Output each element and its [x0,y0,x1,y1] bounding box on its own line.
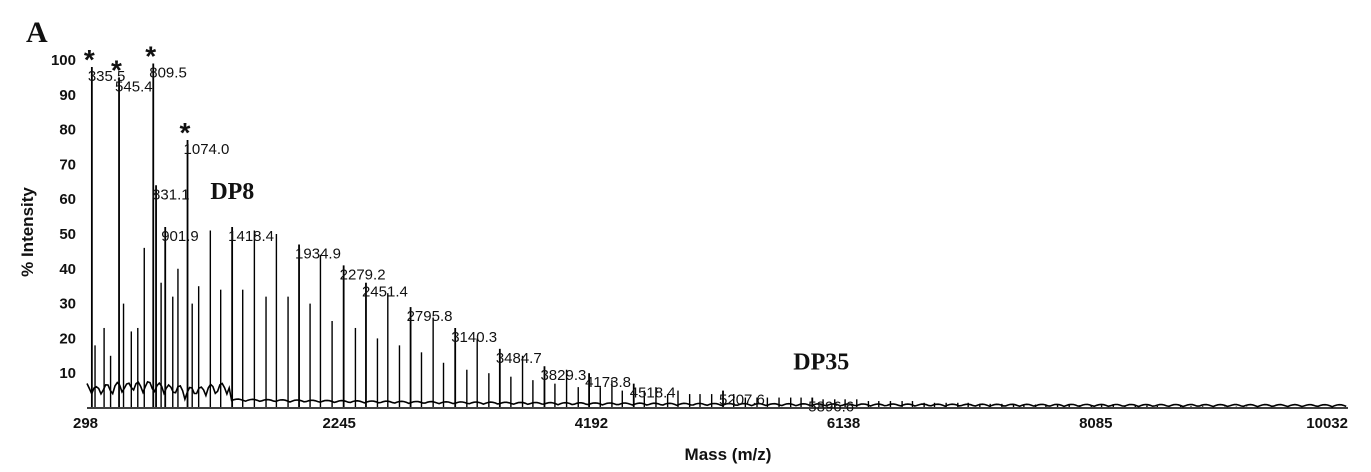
peak-label: 5896.6 [808,399,854,416]
baseline-trace [86,380,1347,408]
y-tick-label: 10 [59,365,76,382]
peak-label: 1934.9 [295,245,341,262]
y-tick-label: 30 [59,296,76,313]
peak-label: 3140.3 [451,329,497,346]
peak-label: 335.5 [88,68,126,85]
y-tick-label: 100 [51,52,76,69]
peak-label: 901.9 [161,228,199,245]
peak-label: 3484.7 [496,350,542,367]
dp-annotation: DP8 [210,179,254,205]
star-marker: * [84,44,95,75]
x-tick-label: 8085 [1079,415,1112,432]
x-tick-label: 2245 [323,415,356,432]
peak-label: 809.5 [149,64,187,81]
plot-area [86,63,1347,408]
y-axis-ticks: 10 20 30 40 50 60 70 80 90 100 [51,52,76,382]
dp-annotation: DP35 [793,350,849,376]
peak-label: 4173.8 [585,374,631,391]
y-tick-label: 60 [59,191,76,208]
x-tick-label: 298 [73,415,98,432]
star-marker: * [111,54,122,85]
y-tick-label: 70 [59,156,76,173]
star-marker: * [180,117,191,148]
peak-label: 4518.4 [630,385,676,402]
y-tick-label: 50 [59,226,76,243]
peak-label: 831.1 [152,186,190,203]
peak-label: 545.4 [115,78,153,95]
peak-label: 5207.6 [719,392,765,409]
y-axis-title: % Intensity [18,187,37,277]
x-tick-label: 6138 [827,415,860,432]
y-tick-label: 80 [59,122,76,139]
x-tick-label: 4192 [575,415,608,432]
peak-label: 2795.8 [407,308,453,325]
peak-label: 2451.4 [362,284,408,301]
x-axis-ticks: 298 2245 4192 6138 8085 10032 [73,415,1348,432]
y-tick-label: 40 [59,261,76,278]
y-tick-label: 20 [59,330,76,347]
x-axis-title: Mass (m/z) [685,445,772,464]
peak-label: 1418.4 [228,228,274,245]
panel-label: A [26,16,48,49]
y-tick-label: 90 [59,87,76,104]
star-marker: * [145,40,156,71]
peak-label: 1074.0 [184,141,230,158]
x-tick-label: 10032 [1306,415,1348,432]
peak-label: 3829.3 [540,367,586,384]
peak-label: 2279.2 [340,266,386,283]
